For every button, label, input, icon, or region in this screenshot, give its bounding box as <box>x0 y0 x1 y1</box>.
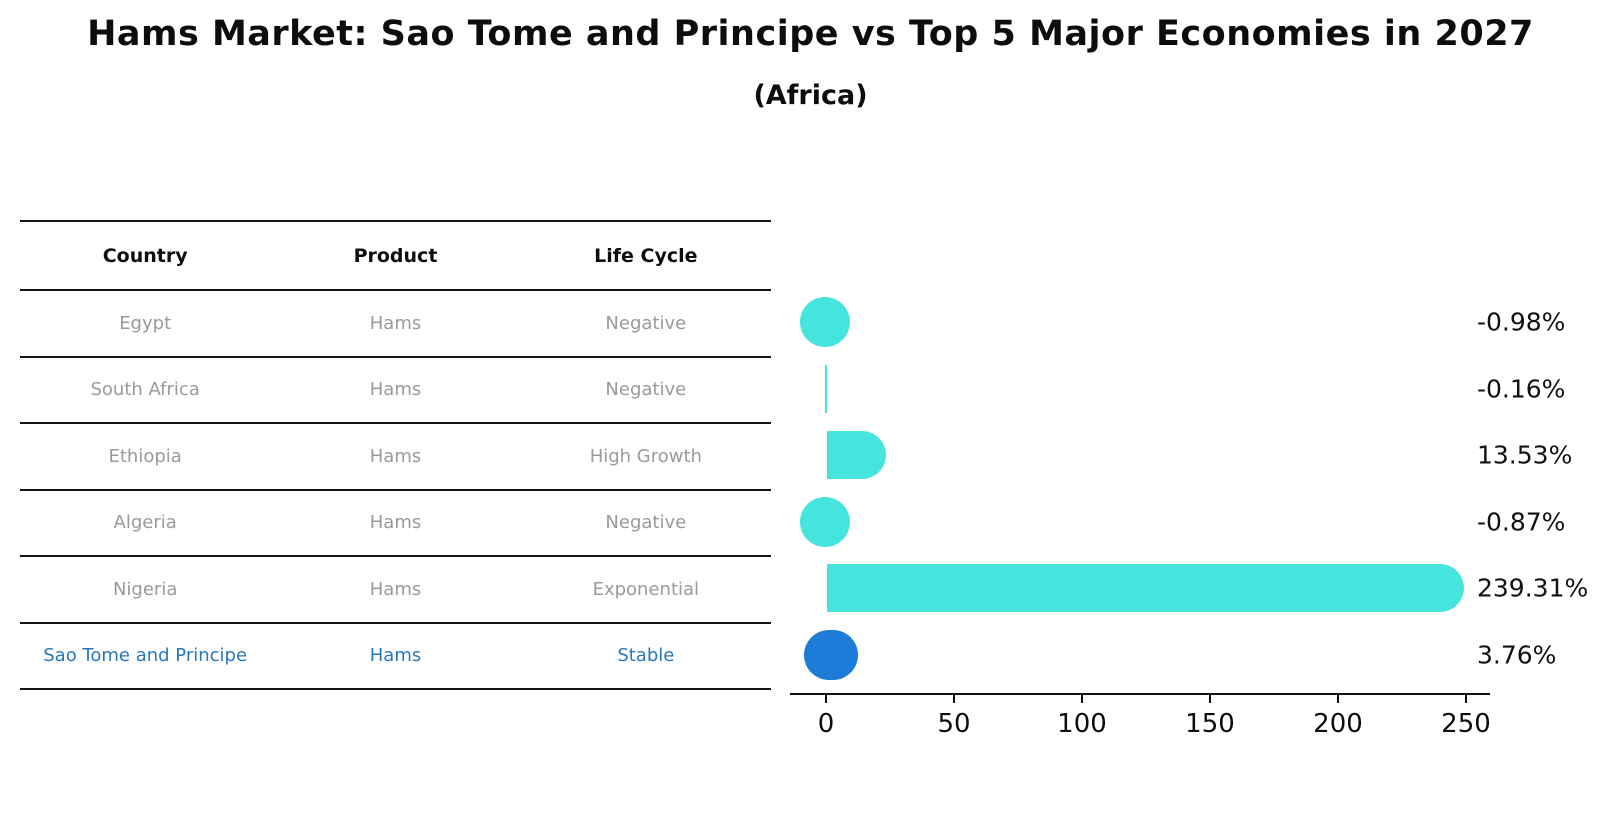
table-row: Algeria Hams Negative <box>20 491 771 557</box>
table-row: Sao Tome and Principe Hams Stable <box>20 624 771 690</box>
x-tick-mark <box>1081 695 1083 703</box>
bar-egypt <box>799 297 850 348</box>
cell-life-cycle: Stable <box>617 645 675 667</box>
cell-country: Sao Tome and Principe <box>43 645 248 667</box>
cell-product: Hams <box>369 645 422 667</box>
x-tick-mark <box>1465 695 1467 703</box>
x-tick-label: 250 <box>1441 709 1491 739</box>
cell-life-cycle: Negative <box>605 379 687 401</box>
cell-life-cycle: Negative <box>605 312 687 334</box>
x-tick-label: 200 <box>1313 709 1363 739</box>
cell-product: Hams <box>369 379 422 401</box>
value-label: -0.87% <box>1477 507 1566 537</box>
column-header-country: Country <box>102 244 188 267</box>
table-header-row: Country Product Life Cycle <box>20 222 771 291</box>
x-tick-mark <box>1209 695 1211 703</box>
cell-product: Hams <box>369 512 422 534</box>
x-axis <box>790 693 1490 695</box>
x-tick-label: 50 <box>937 709 971 739</box>
column-header-product: Product <box>353 244 438 267</box>
value-label: 3.76% <box>1477 640 1557 670</box>
cell-product: Hams <box>369 312 422 334</box>
cell-country: Algeria <box>113 512 177 534</box>
chart-subtitle: (Africa) <box>753 80 868 111</box>
cell-product: Hams <box>369 578 422 600</box>
value-label: 239.31% <box>1477 573 1589 603</box>
cell-life-cycle: High Growth <box>589 445 702 467</box>
x-tick-mark <box>1337 695 1339 703</box>
chart-title: Hams Market: Sao Tome and Principe vs To… <box>87 14 1534 54</box>
cell-country: Nigeria <box>112 578 178 600</box>
x-tick-label: 150 <box>1185 709 1235 739</box>
bar-sao-tome-and-principe <box>804 629 858 680</box>
column-header-life-cycle: Life Cycle <box>594 244 698 267</box>
value-label: -0.16% <box>1477 374 1566 404</box>
value-label: -0.98% <box>1477 307 1566 337</box>
cell-product: Hams <box>369 445 422 467</box>
bar-south-africa <box>824 364 827 413</box>
cell-country: Egypt <box>119 312 172 334</box>
cell-life-cycle: Negative <box>605 512 687 534</box>
cell-country: South Africa <box>90 379 200 401</box>
x-tick-mark <box>953 695 955 703</box>
table-row: Nigeria Hams Exponential <box>20 557 771 624</box>
x-tick-mark <box>825 695 827 703</box>
bar-algeria <box>799 496 850 547</box>
table-row: Ethiopia Hams High Growth <box>20 424 771 491</box>
country-table: Country Product Life Cycle Egypt Hams Nega… <box>20 220 771 690</box>
x-tick-label: 0 <box>817 709 835 739</box>
x-tick-label: 100 <box>1057 709 1107 739</box>
cell-country: Ethiopia <box>108 445 182 467</box>
table-row: Egypt Hams Negative <box>20 291 771 358</box>
value-label: 13.53% <box>1477 440 1573 470</box>
cell-life-cycle: Exponential <box>592 578 700 600</box>
bar-nigeria <box>827 564 1464 613</box>
table-row: South Africa Hams Negative <box>20 358 771 424</box>
bar-ethiopia <box>827 431 886 480</box>
